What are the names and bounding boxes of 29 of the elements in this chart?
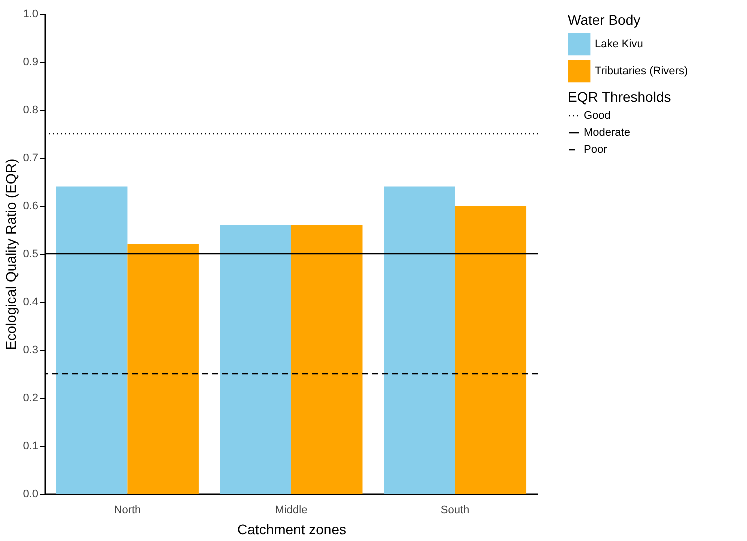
legend-label: Poor <box>584 144 608 156</box>
x-axis-title: Catchment zones <box>238 522 346 538</box>
bar <box>220 225 292 494</box>
x-tick-label: South <box>440 504 470 516</box>
y-tick-label: 0.5 <box>23 248 38 260</box>
y-tick-label: 0.0 <box>23 488 38 500</box>
bar <box>128 244 199 494</box>
y-tick-label: 0.3 <box>23 344 38 356</box>
bar <box>455 206 527 494</box>
legend-label: Tributaries (Rivers) <box>595 66 688 78</box>
bar <box>56 186 128 494</box>
legend-label: Moderate <box>584 127 630 139</box>
legend-label: Good <box>584 110 611 122</box>
y-tick-label: 0.4 <box>23 296 38 308</box>
y-tick-label: 1.0 <box>23 8 38 20</box>
bar <box>384 186 456 494</box>
text: Water Body <box>568 12 641 28</box>
text: EQR Thresholds <box>568 89 672 105</box>
y-tick-label: 0.1 <box>23 440 38 452</box>
y-tick-label: 0.8 <box>23 104 38 116</box>
x-tick-label: Middle <box>275 504 308 516</box>
x-tick-label: North <box>114 504 142 516</box>
y-tick-label: 0.9 <box>23 56 38 68</box>
bar <box>292 225 363 494</box>
y-tick-label: 0.7 <box>23 152 38 164</box>
legend-label: Lake Kivu <box>595 38 644 50</box>
y-axis-title: Ecological Quality Ratio (EQR) <box>3 158 20 350</box>
y-tick-label: 0.2 <box>23 392 38 404</box>
y-tick-label: 0.6 <box>23 200 38 212</box>
